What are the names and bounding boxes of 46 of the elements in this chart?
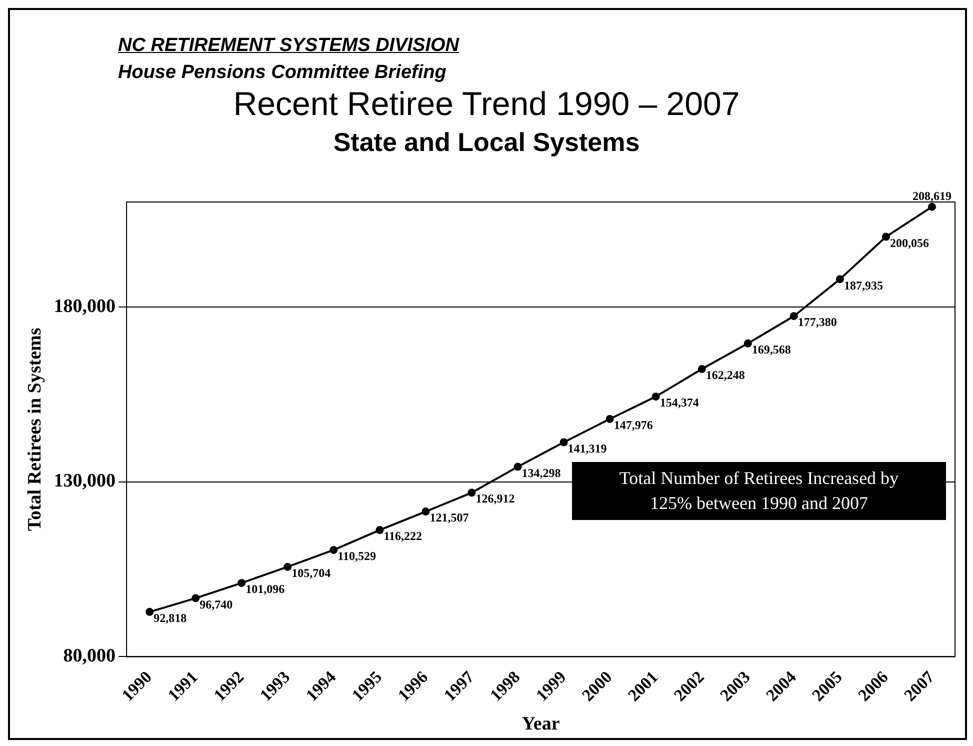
point [422, 508, 430, 516]
data-label: 96,740 [200, 597, 233, 612]
point [238, 578, 246, 587]
text-box: Total Number of Retirees Increased by 125% between 1990 and 2007 [572, 462, 946, 520]
data-label: 187,935 [844, 278, 883, 292]
point [698, 365, 706, 374]
data-label: 126,912 [476, 492, 515, 506]
data-label: 154,374 [660, 396, 699, 410]
point [192, 594, 200, 602]
data-label: 208,619 [912, 188, 952, 203]
point [560, 438, 568, 446]
point [376, 526, 384, 534]
point [836, 275, 844, 284]
chart-title: Recent Retiree Trend 1990 – 2007 [232, 85, 741, 123]
data-label: 147,976 [614, 418, 653, 432]
y-tick-label: 130,000 [54, 470, 116, 492]
y-tick-label: 180,000 [54, 296, 116, 317]
text: House Pensions Committee Briefing [118, 62, 446, 84]
data-label: 121,507 [430, 510, 469, 525]
data-label: 92,818 [154, 610, 187, 625]
chart-subtitle: State and Local Systems [332, 127, 641, 158]
data-label: 177,380 [798, 315, 837, 330]
point [606, 414, 614, 423]
data-label: 200,056 [890, 236, 929, 250]
point [790, 312, 798, 320]
point [330, 546, 338, 554]
data-label: 169,568 [752, 342, 791, 357]
y-tick-label: 80,000 [63, 646, 116, 667]
y-axis-title: Total Retirees in Systems [24, 328, 46, 531]
point [146, 608, 154, 616]
data-label: 105,704 [292, 566, 331, 580]
text: NC RETIREMENT SYSTEMS DIVISION [118, 35, 459, 57]
data-label: 101,096 [246, 582, 285, 596]
x-axis-title: Year [522, 714, 560, 735]
point [468, 488, 476, 497]
data-label: 116,222 [384, 529, 422, 544]
point [882, 232, 890, 241]
data-label: 110,529 [338, 549, 376, 564]
data-label: 141,319 [568, 441, 607, 456]
point [514, 462, 522, 471]
point [652, 392, 660, 401]
point [744, 339, 752, 348]
data-label: 162,248 [706, 368, 745, 382]
point [928, 202, 936, 211]
point [284, 562, 292, 571]
data-label: 134,298 [522, 466, 561, 480]
